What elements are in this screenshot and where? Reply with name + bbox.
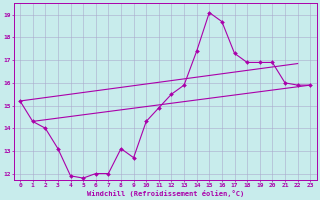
X-axis label: Windchill (Refroidissement éolien,°C): Windchill (Refroidissement éolien,°C) xyxy=(86,190,244,197)
